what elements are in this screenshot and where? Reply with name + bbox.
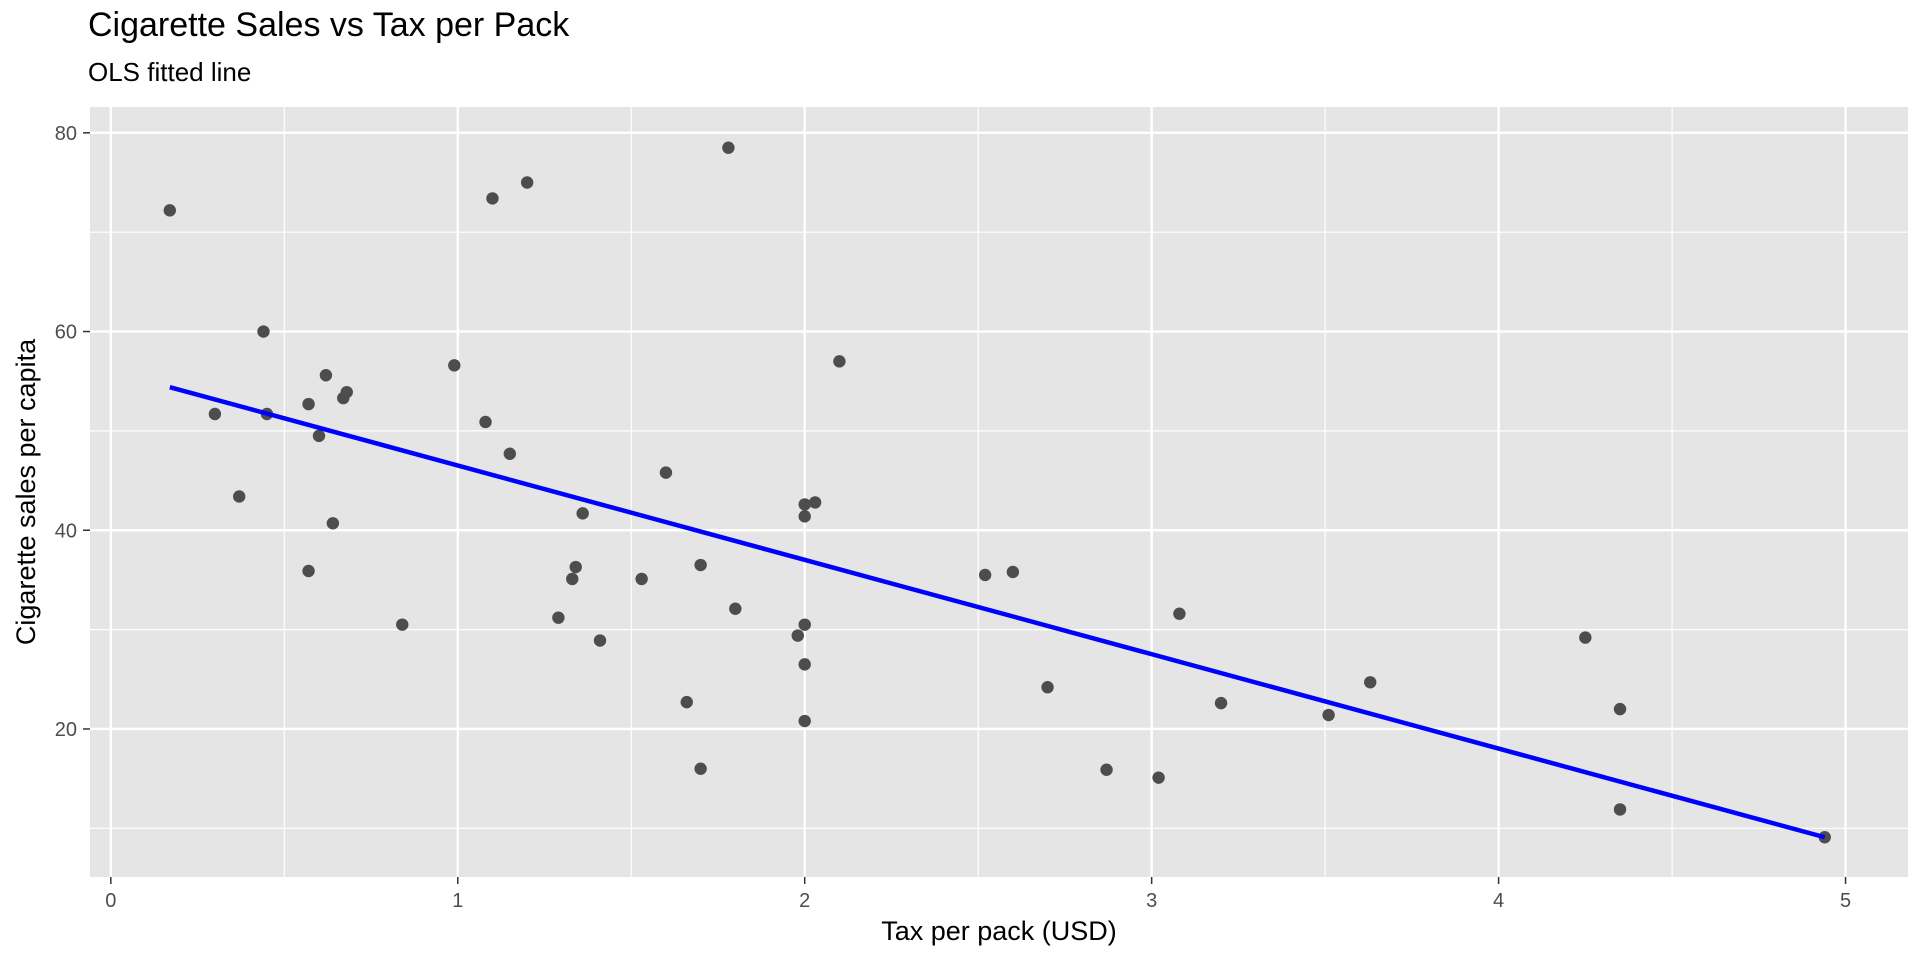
y-axis-title: Cigarette sales per capita [11, 338, 41, 645]
data-point [1041, 681, 1054, 694]
chart-subtitle: OLS fitted line [88, 57, 252, 87]
x-tick-label: 2 [799, 890, 810, 912]
data-point [208, 407, 222, 421]
data-point [1613, 803, 1627, 816]
data-point [1613, 702, 1627, 716]
x-tick-label: 4 [1493, 890, 1504, 912]
y-tick-label: 40 [55, 520, 77, 542]
x-tick-label: 0 [105, 890, 116, 912]
data-point [791, 629, 804, 642]
major-gridlines [90, 107, 1908, 877]
chart-title: Cigarette Sales vs Tax per Pack [88, 6, 570, 44]
data-point [257, 325, 270, 338]
data-point [798, 714, 811, 728]
data-point [978, 568, 992, 582]
data-point [396, 618, 409, 631]
data-point [798, 658, 811, 671]
y-axis-ticks: 20 40 60 80 [55, 123, 90, 741]
data-point [1364, 676, 1377, 689]
data-point [593, 634, 607, 647]
data-point [1173, 607, 1186, 620]
data-point [552, 611, 565, 624]
data-point [798, 618, 811, 631]
data-point [729, 602, 742, 615]
data-point [232, 490, 246, 503]
data-point [340, 385, 353, 399]
data-point [448, 359, 461, 372]
data-point [319, 369, 333, 382]
x-tick-label: 1 [452, 890, 463, 912]
plot-panel [90, 107, 1908, 877]
data-point [680, 695, 693, 709]
x-tick-label: 5 [1840, 890, 1851, 912]
y-tick-label: 20 [55, 719, 77, 741]
data-point [569, 560, 582, 574]
x-axis-ticks: 0 1 2 3 4 5 [105, 877, 1851, 912]
fitted-line [169, 385, 1826, 840]
data-points [163, 141, 1831, 844]
data-point [1214, 696, 1228, 710]
data-point [694, 558, 707, 572]
data-point [312, 429, 326, 443]
data-point [1100, 763, 1113, 776]
y-tick-label: 60 [55, 322, 77, 344]
data-point [659, 466, 673, 479]
minor-gridlines [90, 107, 1908, 877]
data-point [1579, 631, 1592, 644]
data-point [808, 496, 822, 509]
data-point [1006, 565, 1020, 579]
data-point [833, 355, 846, 368]
data-point [566, 572, 579, 586]
ols-fit-line [169, 385, 1826, 840]
data-point [503, 447, 517, 460]
y-tick-label: 80 [55, 123, 77, 145]
data-point [1322, 708, 1335, 722]
data-point [635, 572, 648, 586]
data-point [163, 204, 176, 217]
data-point [479, 415, 492, 429]
data-point [326, 517, 340, 530]
data-point [302, 397, 315, 411]
data-point [798, 498, 811, 511]
data-point [798, 510, 811, 523]
data-point [694, 762, 707, 775]
x-axis-title: Tax per pack (USD) [881, 916, 1117, 946]
data-point [722, 141, 735, 154]
data-point [486, 192, 499, 205]
data-point [1152, 771, 1165, 784]
data-point [520, 176, 534, 189]
data-point [302, 564, 315, 578]
data-point [576, 507, 589, 520]
x-tick-label: 3 [1146, 890, 1157, 912]
